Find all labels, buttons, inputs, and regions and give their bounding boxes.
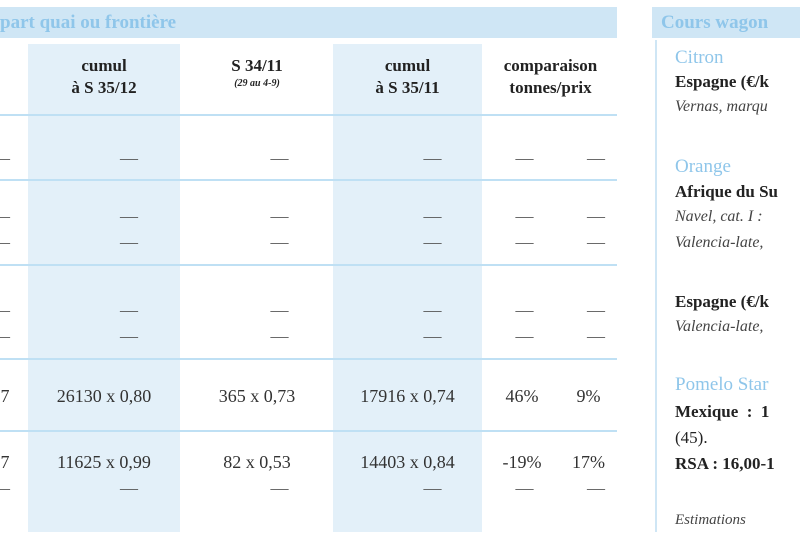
table-rule <box>0 179 617 181</box>
empty-cell-dash: — <box>515 326 534 346</box>
empty-cell-dash: — <box>423 232 442 252</box>
empty-cell-dash: — <box>120 148 138 168</box>
cell-row1-col3: 17916 x 0,74 <box>360 386 455 406</box>
right-section-header: Cours wagon <box>652 7 800 38</box>
empty-cell-dash: — <box>0 300 10 321</box>
cell-row2-col0: 7 <box>0 452 10 472</box>
col-header-line1: cumul <box>384 56 431 75</box>
col-header-line2: à S 35/11 <box>375 78 440 97</box>
empty-cell-dash: — <box>270 148 289 168</box>
empty-cell-dash: — <box>423 478 442 498</box>
empty-cell-dash: — <box>587 300 605 320</box>
table-rule <box>0 358 617 360</box>
cell-row2-col1: 11625 x 0,99 <box>57 452 151 472</box>
pomelo-title: Pomelo Star <box>675 374 769 395</box>
empty-cell-dash: — <box>587 232 605 252</box>
empty-cell-dash: — <box>0 326 10 347</box>
cell-row2-col3: 14403 x 0,84 <box>360 452 455 472</box>
cell-row1-col5: 9% <box>576 386 601 406</box>
orange-line2: Navel, cat. I : <box>675 208 763 225</box>
table-rule <box>0 264 617 266</box>
cell-row1-col1: 26130 x 0,80 <box>56 386 152 406</box>
col-header-cumul-35-11: cumul à S 35/11 <box>333 55 482 99</box>
table-rule <box>0 430 617 432</box>
empty-cell-dash: — <box>423 148 442 168</box>
orange-line4: Espagne (€/k <box>675 292 769 311</box>
empty-cell-dash: — <box>423 300 442 320</box>
empty-cell-dash: — <box>515 206 534 226</box>
empty-cell-dash: — <box>587 478 605 498</box>
col-header-comparaison: comparaison tonnes/prix <box>484 55 617 99</box>
empty-cell-dash: — <box>515 300 534 320</box>
citron-line1: Espagne (€/k <box>675 72 769 91</box>
pomelo-line2: (45). <box>675 428 708 447</box>
empty-cell-dash: — <box>0 478 10 499</box>
citron-title: Citron <box>675 47 724 68</box>
orange-line5: Valencia-late, <box>675 318 764 335</box>
pomelo-line1: Mexique : 1 <box>675 402 770 421</box>
cell-row1-col0: 7 <box>0 386 10 406</box>
orange-title: Orange <box>675 156 731 177</box>
column-stripe-2 <box>333 44 482 532</box>
pomelo-line3: RSA : 16,00-1 <box>675 454 775 473</box>
table-rule <box>0 114 617 116</box>
empty-cell-dash: — <box>423 326 442 346</box>
empty-cell-dash: — <box>0 232 10 253</box>
empty-cell-dash: — <box>0 206 10 227</box>
empty-cell-dash: — <box>587 148 605 168</box>
orange-line1: Afrique du Su <box>675 182 778 201</box>
empty-cell-dash: — <box>515 148 534 168</box>
empty-cell-dash: — <box>587 206 605 226</box>
cell-row1-col4: 46% <box>505 386 539 406</box>
empty-cell-dash: — <box>270 206 289 226</box>
col-header-line1: cumul <box>81 56 127 75</box>
cell-row1-col2: 365 x 0,73 <box>218 386 296 406</box>
empty-cell-dash: — <box>120 326 138 346</box>
empty-cell-dash: — <box>270 478 289 498</box>
cell-row2-col4: -19% <box>502 452 542 472</box>
col-header-line1: comparaison <box>503 56 598 75</box>
col-header-line1: S 34/11 <box>231 56 283 75</box>
empty-cell-dash: — <box>515 478 534 498</box>
right-section-title: Cours wagon <box>661 12 769 33</box>
left-section-header: part quai ou frontière <box>0 7 617 38</box>
empty-cell-dash: — <box>270 300 289 320</box>
estimations-footer: Estimations <box>675 512 746 528</box>
citron-line2: Vernas, marqu <box>675 98 768 115</box>
column-stripe-1 <box>28 44 180 532</box>
empty-cell-dash: — <box>515 232 534 252</box>
sidebar-rule <box>655 40 657 532</box>
empty-cell-dash: — <box>270 326 289 346</box>
col-header-line2: tonnes/prix <box>509 78 592 97</box>
orange-line3: Valencia-late, <box>675 234 764 251</box>
col-header-cumul-35-12: cumul à S 35/12 <box>28 55 180 99</box>
empty-cell-dash: — <box>120 206 138 226</box>
cell-row2-col2: 82 x 0,53 <box>223 452 291 472</box>
empty-cell-dash: — <box>120 300 138 320</box>
col-header-line2: à S 35/12 <box>71 78 137 97</box>
empty-cell-dash: — <box>270 232 289 252</box>
left-section-title: part quai ou frontière <box>0 12 177 33</box>
empty-cell-dash: — <box>423 206 442 226</box>
empty-cell-dash: — <box>587 326 605 346</box>
col-header-s34-11: S 34/11 (29 au 4-9) <box>183 55 331 91</box>
empty-cell-dash: — <box>0 148 10 169</box>
cell-row2-col5: 17% <box>572 452 605 472</box>
col-header-subtitle: (29 au 4-9) <box>234 78 280 89</box>
empty-cell-dash: — <box>120 478 138 498</box>
empty-cell-dash: — <box>120 232 138 252</box>
